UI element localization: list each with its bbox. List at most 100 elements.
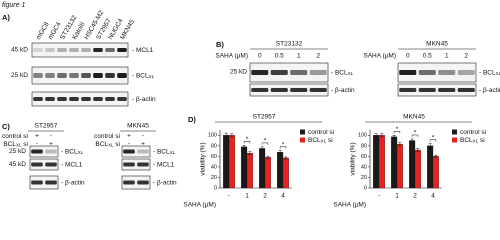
bar bbox=[414, 149, 421, 189]
band-label: - β-actin bbox=[132, 96, 156, 103]
blot-frame bbox=[31, 91, 129, 107]
legend-label-main: control si bbox=[308, 129, 334, 136]
blot-frame bbox=[121, 158, 151, 171]
significance-bracket bbox=[279, 146, 287, 149]
band-label: - BCLXL bbox=[61, 148, 84, 155]
dose: 0.5 bbox=[275, 53, 284, 60]
cell-line: ST23132 bbox=[276, 41, 303, 48]
band bbox=[123, 162, 135, 167]
sign: + bbox=[35, 133, 39, 140]
error-bar bbox=[224, 132, 228, 138]
band-label: - β-actin bbox=[479, 87, 500, 94]
y-tick-label: 80 bbox=[211, 143, 217, 149]
band bbox=[290, 88, 308, 92]
x-axis-label: SAHA (µM) bbox=[333, 202, 366, 209]
chart-title: ST2957 bbox=[253, 114, 276, 121]
band-label: - BCLXL bbox=[479, 69, 500, 76]
legend-label: control si bbox=[308, 129, 334, 136]
band-label-sub: XL bbox=[149, 74, 155, 79]
error-bar bbox=[266, 156, 270, 159]
error-bar bbox=[260, 146, 264, 151]
error-bar bbox=[278, 150, 282, 154]
size-marker: 25 kD bbox=[11, 72, 28, 79]
band bbox=[81, 48, 91, 52]
band bbox=[81, 97, 91, 101]
band-label: - β-actin bbox=[331, 87, 355, 94]
band bbox=[123, 180, 135, 185]
band-label-main: - BCL bbox=[479, 69, 496, 76]
bar bbox=[409, 140, 416, 189]
significance-bracket bbox=[393, 131, 401, 134]
blot-frame bbox=[31, 66, 129, 85]
blot-frame bbox=[249, 62, 329, 83]
band-label-main: - β-actin bbox=[153, 179, 177, 186]
dose: 1 bbox=[445, 53, 449, 60]
bar bbox=[373, 135, 380, 189]
band bbox=[270, 70, 288, 75]
band bbox=[31, 180, 43, 185]
row-label: BCLXL si bbox=[95, 141, 120, 148]
legend-label-main: control si bbox=[460, 129, 486, 136]
x-tick-label: 4 bbox=[281, 193, 285, 200]
y-tick-label: 0 bbox=[214, 185, 217, 191]
blot-frame bbox=[29, 145, 59, 158]
legend-label-main: BCL bbox=[308, 137, 321, 144]
x-tick-label: 2 bbox=[413, 193, 417, 200]
error-bar bbox=[434, 155, 438, 158]
row-label-sub: XL bbox=[16, 143, 22, 148]
band-label-sub: XL bbox=[348, 71, 354, 76]
bar bbox=[396, 144, 403, 189]
legend-label-main: BCL bbox=[460, 137, 473, 144]
blot-frame bbox=[397, 62, 477, 83]
bar bbox=[241, 146, 248, 189]
band-label-main: - MCL1 bbox=[153, 161, 175, 168]
band-label-main: - β-actin bbox=[331, 87, 355, 94]
legend-label: BCLXL si bbox=[460, 137, 485, 144]
legend-label-suffix: si bbox=[326, 137, 333, 144]
band bbox=[270, 88, 288, 92]
cell-line: MKN45 bbox=[127, 123, 149, 130]
band bbox=[105, 48, 115, 52]
legend-label: BCLXL si bbox=[308, 137, 333, 144]
band bbox=[57, 48, 67, 52]
band-label-sub: XL bbox=[496, 71, 500, 76]
band-label-main: - MCL1 bbox=[132, 47, 154, 54]
band-label-main: - BCL bbox=[331, 69, 348, 76]
band bbox=[45, 162, 57, 167]
band bbox=[117, 97, 127, 101]
band bbox=[69, 48, 79, 52]
bar bbox=[378, 135, 385, 189]
dose: 2 bbox=[464, 53, 468, 60]
sign: + bbox=[49, 141, 53, 148]
error-bar bbox=[248, 151, 252, 156]
x-tick-label: - bbox=[228, 193, 230, 200]
treatment-label: SAHA (µM) bbox=[363, 53, 396, 60]
x-tick-label: - bbox=[378, 193, 380, 200]
y-tick-label: 100 bbox=[208, 133, 217, 139]
significance-label: * bbox=[396, 126, 399, 133]
figure-title: figure 1 bbox=[2, 2, 25, 9]
band-label-main: - BCL bbox=[132, 72, 149, 79]
legend-swatch bbox=[452, 137, 457, 143]
dose: 0.5 bbox=[423, 53, 432, 60]
legend-label: control si bbox=[460, 129, 486, 136]
panel-label: C) bbox=[2, 122, 10, 131]
legend-label-suffix: si bbox=[478, 137, 485, 144]
band-label: - BCLXL bbox=[132, 72, 155, 79]
significance-label: * bbox=[264, 138, 267, 145]
band bbox=[81, 73, 91, 78]
blot-frame bbox=[29, 158, 59, 171]
error-bar bbox=[380, 133, 384, 138]
x-tick-label: 4 bbox=[431, 193, 435, 200]
y-tick-label: 20 bbox=[361, 175, 367, 181]
x-tick-label: 2 bbox=[263, 193, 267, 200]
band bbox=[309, 88, 327, 92]
size-marker: 45 kD bbox=[11, 47, 28, 54]
bar bbox=[432, 156, 439, 189]
significance-bracket bbox=[411, 134, 419, 137]
band bbox=[93, 48, 103, 52]
size-marker: 45 kD bbox=[9, 161, 26, 168]
dose: 0 bbox=[406, 53, 410, 60]
significance-label: * bbox=[414, 130, 417, 137]
panel-label: D) bbox=[188, 115, 196, 124]
